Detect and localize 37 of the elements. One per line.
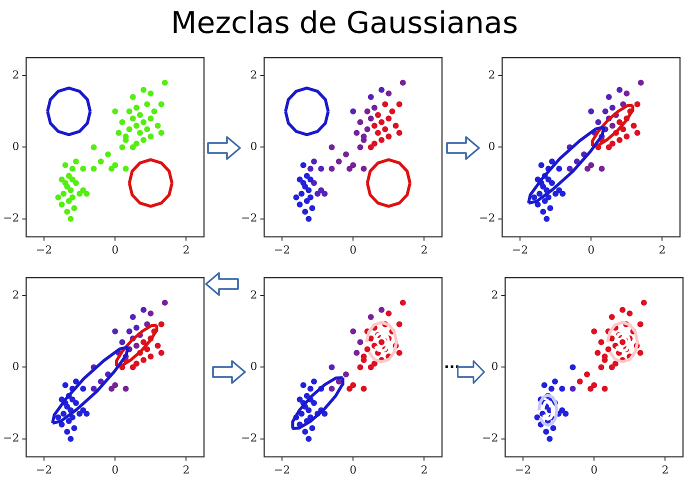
y-tick-label: −2: [482, 432, 498, 445]
y-tick-label: 0: [491, 360, 498, 374]
x-tick-label: 0: [350, 463, 357, 476]
x-tick-label: −2: [514, 463, 532, 476]
y-tick-label: 2: [250, 288, 258, 302]
x-tick-label: 0: [112, 463, 119, 476]
x-tick-label: 2: [182, 463, 190, 476]
y-tick-label: 2: [491, 288, 498, 302]
x-tick-label: 0: [350, 243, 357, 256]
y-tick-label: −2: [240, 212, 258, 225]
x-tick-label: −2: [36, 463, 52, 476]
y-tick-label: 0: [488, 140, 496, 154]
y-tick-label: −2: [478, 212, 496, 225]
y-tick-label: −2: [240, 432, 258, 445]
y-tick-label: 2: [12, 288, 20, 302]
x-tick-label: −2: [274, 243, 290, 256]
x-tick-label: 2: [658, 243, 666, 256]
y-tick-label: 0: [12, 360, 20, 374]
y-tick-label: 0: [250, 140, 258, 154]
y-tick-label: 2: [488, 68, 496, 82]
chart-title: Mezclas de Gaussianas: [170, 6, 520, 41]
x-tick-label: −2: [512, 243, 528, 256]
x-tick-label: 0: [112, 243, 119, 256]
x-tick-label: 2: [420, 243, 428, 256]
y-tick-label: 0: [250, 360, 258, 374]
y-tick-label: −2: [2, 432, 20, 445]
x-tick-label: 0: [590, 463, 598, 476]
x-tick-label: 2: [420, 463, 428, 476]
y-tick-label: 2: [12, 68, 20, 82]
x-tick-label: 2: [182, 243, 190, 256]
x-tick-label: 0: [588, 243, 595, 256]
y-tick-label: −2: [2, 212, 20, 225]
x-tick-label: 2: [662, 463, 669, 476]
x-tick-label: −2: [36, 243, 52, 256]
x-tick-label: −2: [274, 463, 290, 476]
y-tick-label: 0: [12, 140, 20, 154]
y-tick-label: 2: [250, 68, 258, 82]
